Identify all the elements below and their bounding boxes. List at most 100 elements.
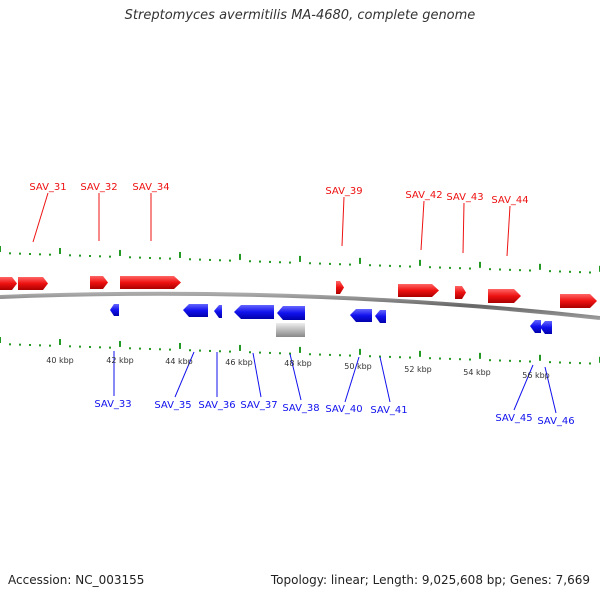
minor-tick	[519, 269, 521, 272]
minor-tick	[89, 345, 91, 348]
gene-label[interactable]: SAV_43	[446, 192, 483, 203]
minor-tick	[309, 353, 311, 356]
gene-label[interactable]: SAV_41	[370, 405, 407, 416]
major-tick	[59, 247, 61, 254]
minor-tick	[169, 257, 171, 260]
minor-tick	[589, 271, 591, 274]
major-tick	[359, 348, 361, 355]
major-tick	[299, 255, 301, 262]
gene-label[interactable]: SAV_40	[325, 404, 362, 415]
minor-tick	[449, 357, 451, 360]
minor-tick	[309, 262, 311, 265]
minor-tick	[339, 263, 341, 266]
gene-label[interactable]: SAV_32	[80, 182, 117, 193]
minor-tick	[139, 256, 141, 259]
minor-tick	[529, 269, 531, 272]
minor-tick	[339, 354, 341, 357]
major-tick	[179, 342, 181, 349]
gene-label[interactable]: SAV_42	[405, 190, 442, 201]
forward-gene-labels: SAV_31 SAV_32 SAV_34 SAV_39 SAV_42 SAV_4…	[29, 182, 528, 206]
map-title: Streptomyces avermitilis MA-4680, comple…	[124, 8, 476, 23]
minor-tick	[569, 270, 571, 273]
minor-tick	[149, 256, 151, 259]
minor-tick	[249, 351, 251, 354]
gene-label[interactable]: SAV_39	[325, 186, 362, 197]
minor-tick	[569, 361, 571, 364]
minor-tick	[509, 359, 511, 362]
minor-tick	[79, 254, 81, 257]
gene-arrow[interactable]	[560, 294, 597, 308]
minor-tick	[499, 359, 501, 362]
minor-tick	[269, 260, 271, 263]
gene-arrow-sav-31[interactable]	[18, 277, 48, 290]
gene-arrow-sav-33[interactable]	[110, 304, 119, 316]
minor-tick	[329, 262, 331, 265]
forward-genes	[0, 276, 597, 308]
minor-tick	[399, 265, 401, 268]
gene-arrow-sav-37[interactable]	[234, 305, 274, 319]
gene-label[interactable]: SAV_33	[94, 399, 131, 410]
major-tick	[419, 350, 421, 357]
gene-label[interactable]: SAV_34	[132, 182, 169, 193]
gene-label[interactable]: SAV_35	[154, 400, 191, 411]
minor-tick	[499, 268, 501, 271]
minor-tick	[559, 270, 561, 273]
gene-arrow-sav-43[interactable]	[455, 286, 466, 299]
scale-label: 54 kbp	[463, 368, 491, 377]
gene-arrow-sav-42[interactable]	[398, 284, 439, 297]
genome-summary-text: Topology: linear; Length: 9,025,608 bp; …	[270, 573, 590, 587]
gene-box-sav-38-other[interactable]	[276, 323, 305, 337]
gene-label[interactable]: SAV_45	[495, 413, 532, 424]
minor-tick	[149, 347, 151, 350]
minor-tick	[439, 266, 441, 269]
gene-arrow-sav-45[interactable]	[530, 320, 541, 333]
scale-label: 56 kbp	[522, 371, 550, 380]
gene-arrow-sav-34[interactable]	[120, 276, 181, 289]
scale-labels: 40 kbp 42 kbp 44 kbp 46 kbp 48 kbp 50 kb…	[46, 356, 550, 380]
minor-tick	[129, 347, 131, 350]
scale-label: 52 kbp	[404, 365, 432, 374]
minor-tick	[199, 258, 201, 261]
major-tick	[359, 257, 361, 264]
gene-label[interactable]: SAV_31	[29, 182, 66, 193]
scale-label: 40 kbp	[46, 356, 74, 365]
gene-arrow-sav-38[interactable]	[277, 306, 305, 320]
minor-tick	[519, 360, 521, 363]
minor-tick	[289, 261, 291, 264]
minor-tick	[109, 255, 111, 258]
minor-tick	[379, 264, 381, 267]
minor-tick	[559, 361, 561, 364]
reverse-leader-lines	[113, 351, 557, 414]
gene-label[interactable]: SAV_37	[240, 400, 277, 411]
gene-label[interactable]: SAV_38	[282, 403, 319, 414]
minor-tick	[429, 266, 431, 269]
gene-arrow-sav-41[interactable]	[375, 310, 386, 323]
major-tick	[119, 249, 121, 256]
minor-tick	[349, 354, 351, 357]
major-tick	[179, 251, 181, 258]
minor-tick	[109, 346, 111, 349]
gene-arrow[interactable]	[0, 277, 17, 290]
minor-tick	[579, 362, 581, 365]
gene-arrow-sav-44[interactable]	[488, 289, 521, 303]
gene-label[interactable]: SAV_46	[537, 416, 574, 427]
minor-tick	[469, 267, 471, 270]
gene-arrow-sav-40[interactable]	[350, 309, 372, 322]
minor-tick	[459, 358, 461, 361]
gene-arrow-sav-32[interactable]	[90, 276, 108, 289]
gene-arrow-sav-36[interactable]	[214, 305, 222, 318]
gene-arrow-sav-35[interactable]	[183, 304, 208, 317]
minor-tick	[99, 255, 101, 258]
minor-tick	[39, 344, 41, 347]
minor-tick	[169, 348, 171, 351]
major-tick	[419, 259, 421, 266]
gene-arrow-sav-39[interactable]	[336, 281, 344, 294]
minor-tick	[209, 349, 211, 352]
minor-tick	[139, 347, 141, 350]
minor-tick	[279, 352, 281, 355]
gene-label[interactable]: SAV_36	[198, 400, 235, 411]
gene-label[interactable]: SAV_44	[491, 195, 528, 206]
forward-leader-lines	[32, 192, 511, 257]
gene-arrow-sav-46[interactable]	[540, 321, 552, 334]
